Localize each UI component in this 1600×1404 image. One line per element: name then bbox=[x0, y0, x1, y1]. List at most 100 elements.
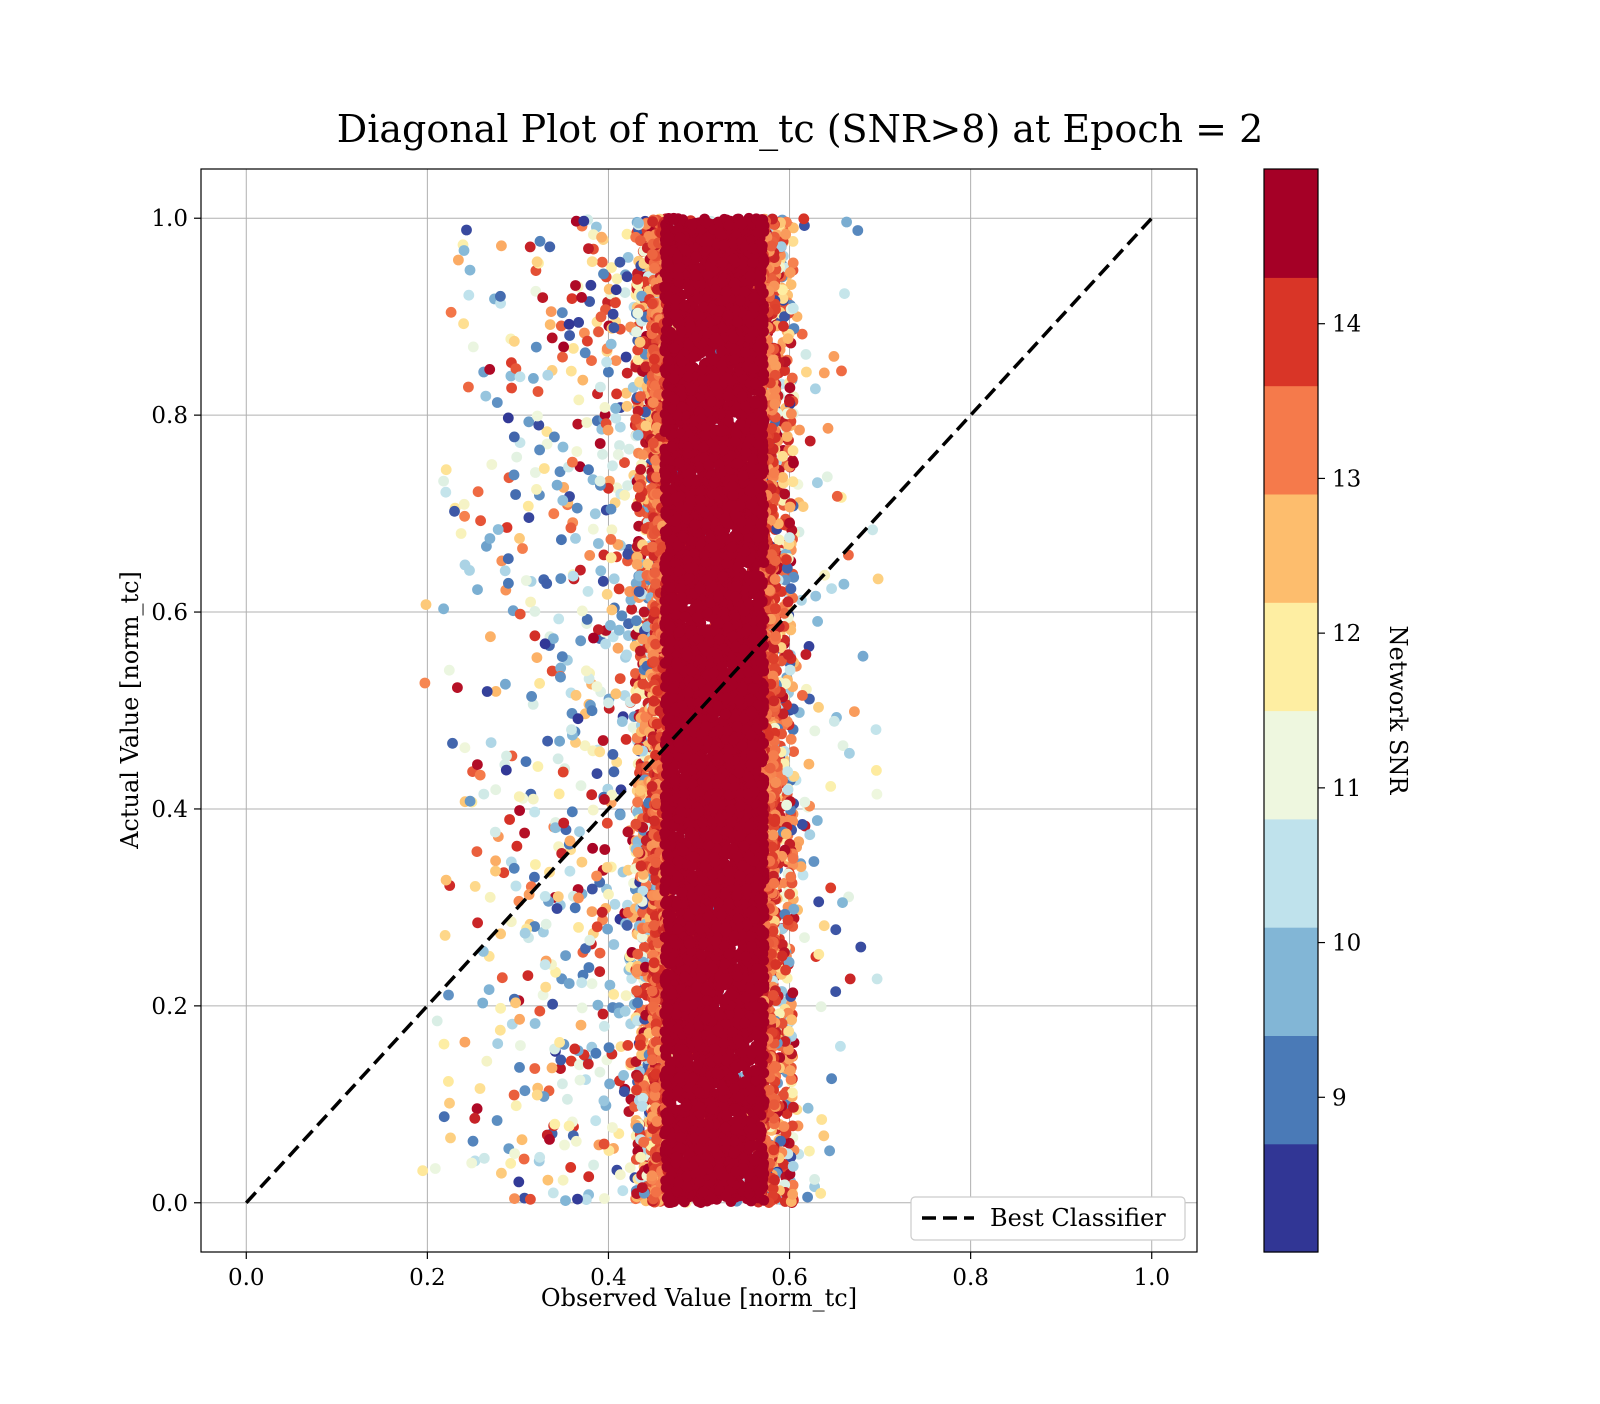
scatter-point bbox=[555, 672, 566, 683]
scatter-point bbox=[509, 1193, 520, 1204]
scatter-point bbox=[615, 810, 626, 821]
scatter-point bbox=[845, 974, 856, 985]
scatter-point bbox=[577, 606, 588, 617]
scatter-point bbox=[576, 292, 587, 303]
scatter-point bbox=[572, 503, 583, 514]
scatter-point bbox=[616, 610, 627, 621]
scatter-point bbox=[788, 1161, 799, 1172]
scatter-point bbox=[632, 997, 643, 1008]
scatter-point bbox=[610, 403, 621, 414]
scatter-point bbox=[603, 889, 614, 900]
scatter-point bbox=[587, 884, 598, 895]
scatter-point bbox=[534, 1006, 545, 1017]
scatter-point bbox=[484, 984, 495, 995]
scatter-point bbox=[784, 396, 795, 407]
scatter-point bbox=[558, 442, 569, 453]
scatter-point bbox=[458, 318, 469, 329]
scatter-point bbox=[540, 982, 551, 993]
scatter-point bbox=[509, 863, 520, 874]
scatter-point bbox=[553, 891, 564, 902]
scatter-point bbox=[459, 499, 470, 510]
scatter-point bbox=[594, 966, 605, 977]
scatter-point bbox=[526, 691, 537, 702]
scatter-point bbox=[439, 1111, 450, 1122]
scatter-point bbox=[466, 1158, 477, 1169]
scatter-point bbox=[830, 924, 841, 935]
scatter-point bbox=[615, 673, 626, 684]
scatter-point bbox=[631, 501, 642, 512]
scatter-point bbox=[582, 336, 593, 347]
scatter-point bbox=[635, 391, 646, 402]
scatter-point bbox=[532, 256, 543, 267]
scatter-point bbox=[513, 1177, 524, 1188]
scatter-point bbox=[788, 853, 799, 864]
scatter-point bbox=[632, 274, 643, 285]
scatter-point bbox=[495, 1025, 506, 1036]
scatter-point bbox=[560, 1195, 571, 1206]
scatter-point bbox=[621, 990, 632, 1001]
scatter-point bbox=[509, 1090, 520, 1101]
scatter-point bbox=[617, 1185, 628, 1196]
scatter-point bbox=[542, 736, 553, 747]
scatter-point bbox=[836, 366, 847, 377]
scatter-point bbox=[511, 881, 522, 892]
scatter-point bbox=[599, 844, 610, 855]
scatter-point bbox=[505, 1158, 516, 1169]
scatter-point bbox=[570, 533, 581, 544]
scatter-point bbox=[554, 1037, 565, 1048]
scatter-point bbox=[440, 930, 451, 941]
scatter-point bbox=[602, 589, 613, 600]
scatter-point bbox=[548, 1188, 559, 1199]
scatter-point bbox=[637, 1182, 648, 1193]
scatter-point bbox=[799, 797, 810, 808]
scatter-point bbox=[591, 871, 602, 882]
scatter-point bbox=[571, 690, 582, 701]
scatter-point bbox=[788, 303, 799, 314]
scatter-point bbox=[584, 935, 595, 946]
scatter-point bbox=[568, 343, 579, 354]
scatter-point bbox=[465, 796, 476, 807]
scatter-point bbox=[566, 724, 577, 735]
scatter-point bbox=[611, 355, 622, 366]
scatter-point bbox=[515, 1040, 526, 1051]
scatter-point bbox=[456, 528, 467, 539]
scatter-point bbox=[858, 651, 869, 662]
scatter-point bbox=[564, 1121, 575, 1132]
scatter-point bbox=[614, 584, 625, 595]
scatter-point bbox=[493, 524, 504, 535]
scatter-point bbox=[511, 1100, 522, 1111]
scatter-point bbox=[803, 1103, 814, 1114]
scatter-point bbox=[610, 899, 621, 910]
scatter-point bbox=[529, 807, 540, 818]
scatter-point bbox=[573, 317, 584, 328]
scatter-point bbox=[607, 1122, 618, 1133]
scatter-point bbox=[605, 980, 616, 991]
scatter-point bbox=[441, 464, 452, 475]
scatter-point bbox=[552, 480, 563, 491]
scatter-point bbox=[509, 336, 520, 347]
scatter-point bbox=[783, 915, 794, 926]
scatter-point bbox=[578, 216, 589, 227]
scatter-point bbox=[798, 501, 809, 512]
scatter-point bbox=[813, 949, 824, 960]
scatter-point bbox=[533, 761, 544, 772]
scatter-point bbox=[567, 806, 578, 817]
scatter-point bbox=[597, 907, 608, 918]
scatter-point bbox=[490, 827, 501, 838]
scatter-point bbox=[783, 596, 794, 607]
scatter-point bbox=[587, 256, 598, 267]
scatter-point bbox=[612, 273, 623, 284]
scatter-point bbox=[439, 1039, 450, 1050]
scatter-point bbox=[530, 859, 541, 870]
scatter-point bbox=[490, 855, 501, 866]
scatter-point bbox=[564, 330, 575, 341]
scatter-point bbox=[623, 827, 634, 838]
scatter-point bbox=[460, 742, 471, 753]
scatter-point bbox=[603, 425, 614, 436]
scatter-point bbox=[769, 816, 780, 827]
scatter-point bbox=[783, 649, 794, 660]
scatter-point bbox=[509, 432, 520, 443]
scatter-point bbox=[571, 1136, 582, 1147]
scatter-point bbox=[871, 724, 882, 735]
scatter-point bbox=[587, 705, 598, 716]
